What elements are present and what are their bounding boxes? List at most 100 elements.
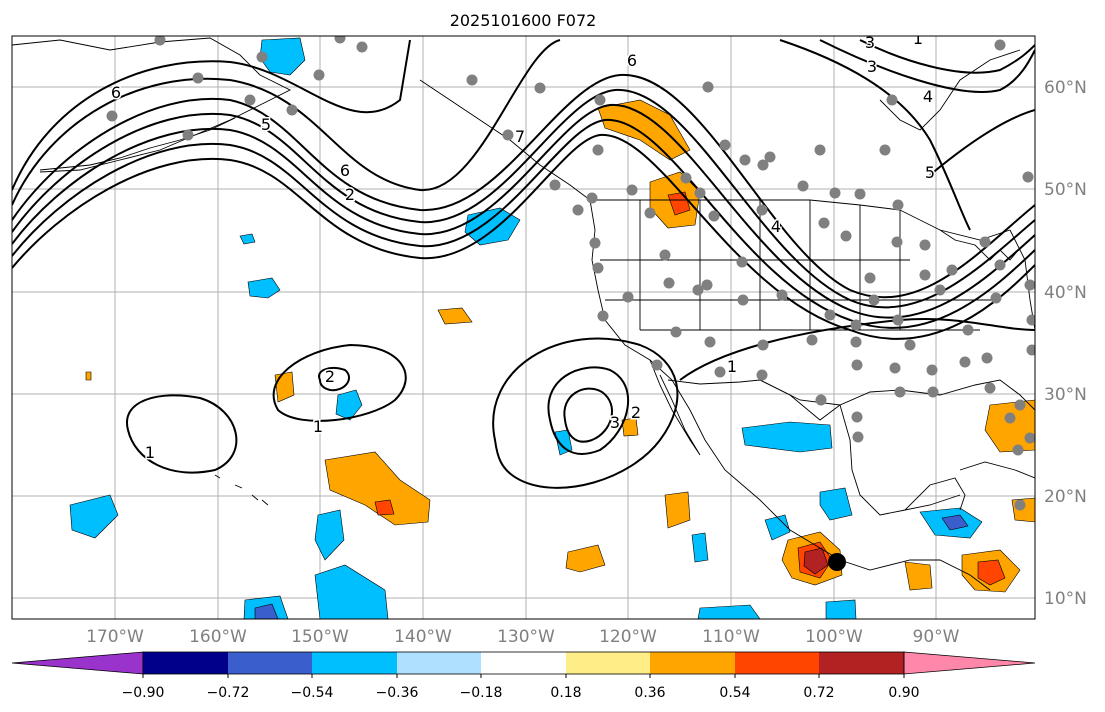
contour-wave-7 [12, 39, 411, 191]
aleutians [39, 117, 236, 171]
blue-blob-offshore-wa [464, 207, 521, 246]
orange-blob-pacific-2 [274, 371, 295, 403]
colorbar-extend-high [903, 651, 1036, 675]
contour-label: 3 [867, 57, 877, 76]
orange-blob-pacific-5 [664, 491, 691, 529]
coastlines [12, 37, 1035, 591]
contour-label: 1 [145, 443, 155, 462]
colorbar-extend-low [11, 651, 144, 675]
blue-blob-pacific-mex [764, 514, 791, 541]
colorbar-tick-label: 0.72 [803, 685, 834, 701]
lon-label: 140°W [394, 627, 452, 647]
contour-label: 2 [345, 185, 355, 204]
contour-label: 5 [261, 115, 271, 134]
lat-label: 60°N [1044, 78, 1087, 98]
colorbar-tick-label: −0.18 [460, 685, 503, 701]
orange-blob-small-6 [904, 561, 933, 591]
baja-california [649, 359, 701, 456]
orange-blob-pacific-1 [324, 451, 431, 526]
contour-label: 6 [627, 51, 637, 70]
blue-blob-small-3 [691, 532, 709, 563]
orange-blob-pacific-4 [565, 544, 606, 573]
mexico-east-coast [839, 404, 961, 516]
contour-label: 3 [610, 413, 620, 432]
lon-label: 120°W [599, 627, 657, 647]
contour-label: 2 [631, 403, 641, 422]
lon-label: 100°W [805, 627, 863, 647]
blue-blob-south-1 [314, 564, 389, 619]
contour-label: 6 [340, 161, 350, 180]
orange-blob-tiny [85, 371, 92, 381]
colorbar-segment [481, 652, 566, 674]
contour-label: 4 [923, 87, 933, 106]
colorbar-tick-label: 0.90 [888, 685, 919, 701]
contour-low-center-1 [547, 366, 629, 455]
station-dots [106, 36, 1035, 511]
orange-blob-bc [597, 99, 691, 161]
lat-label: 50°N [1044, 180, 1087, 200]
contour-label: 6 [111, 83, 121, 102]
cuba [959, 461, 1035, 479]
lat-label: 10°N [1044, 589, 1087, 609]
alaska-coast [12, 37, 292, 173]
colorbar [11, 651, 1036, 678]
red-core-caribbean [977, 559, 1006, 586]
figure-title: 2025101600 F072 [450, 11, 597, 30]
colorbar-segment [819, 652, 904, 674]
contour-1-big [679, 318, 1035, 381]
colorbar-segment [228, 652, 312, 674]
colorbar-segment [397, 652, 481, 674]
contour-label: 1 [727, 357, 737, 376]
colorbar-tick-label: 0.18 [550, 685, 581, 701]
orange-blob-pacific-3 [437, 307, 473, 325]
blue-blob-small-1 [247, 277, 281, 299]
contour-wave-6 [12, 39, 561, 206]
blue-blob-small-4 [554, 429, 573, 456]
contour-ne-3 [859, 39, 1035, 74]
colorbar-tick-label: −0.54 [291, 685, 334, 701]
us-state-lines-1 [639, 200, 901, 330]
colorbar-segment [312, 652, 397, 674]
contour-hawaii-high-2 [318, 367, 350, 392]
colorbar-segment [143, 652, 228, 674]
hudson-bay [879, 49, 1021, 131]
contour-east [929, 109, 1035, 176]
blue-blob-mexico [741, 421, 833, 453]
darkred-core-mex-south [803, 547, 829, 575]
contour-wave-5 [12, 133, 1035, 340]
blue-core-caribbean [941, 514, 969, 531]
colorbar-segment [650, 652, 735, 674]
colorbar-outline [142, 651, 905, 675]
storm-center-marker [828, 553, 846, 571]
blue-blob-hawaii-east [335, 389, 363, 421]
latitude-labels: 60°N 50°N 40°N 30°N 20°N 10°N [1044, 78, 1087, 609]
blue-blob-south-3 [314, 509, 345, 561]
contour-wave-3 [12, 103, 1035, 319]
blue-blob-west [69, 494, 119, 539]
lat-label: 30°N [1044, 385, 1087, 405]
contour-label: 1 [313, 417, 323, 436]
contour-label: 2 [325, 367, 335, 386]
lon-label: 110°W [702, 627, 760, 647]
lat-label: 40°N [1044, 283, 1087, 303]
contour-low-outer [492, 337, 679, 489]
lon-label: 170°W [86, 627, 144, 647]
longitude-labels: 170°W 160°W 150°W 140°W 130°W 120°W 110°… [86, 627, 960, 647]
contour-hawaii-high-1 [272, 343, 407, 422]
blue-blob-small-2 [239, 233, 256, 245]
colorbar-ticks: −0.90 −0.72 −0.54 −0.36 −0.18 0.18 0.36 … [122, 685, 920, 701]
blue-blob-bottom [697, 604, 761, 619]
us-state-lines-2 [600, 259, 1000, 331]
lat-label: 20°N [1044, 487, 1087, 507]
colorbar-tick-label: −0.72 [207, 685, 250, 701]
colorbar-segment [735, 652, 819, 674]
west-coast-na [589, 199, 991, 591]
blue-blob-gulf [819, 487, 853, 521]
colorbar-tick-label: −0.36 [376, 685, 419, 701]
lon-label: 130°W [497, 627, 555, 647]
orange-blob-baja [621, 417, 639, 437]
blue-core-south [254, 603, 279, 619]
contour-wave-1 [12, 73, 1035, 299]
blue-blob-bottom-2 [825, 599, 857, 619]
